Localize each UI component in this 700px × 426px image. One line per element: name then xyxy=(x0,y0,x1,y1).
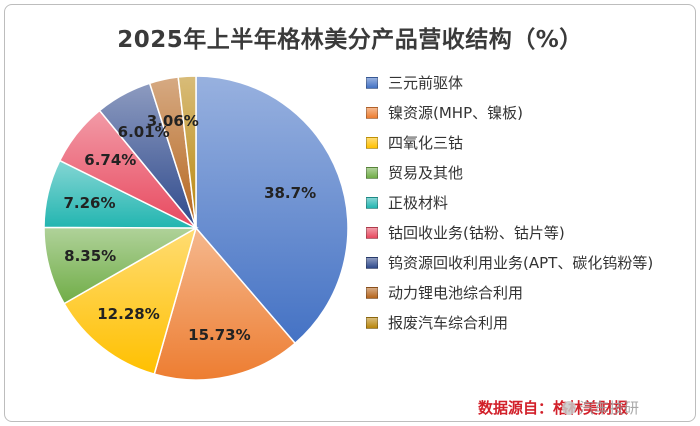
legend-swatch xyxy=(366,287,378,299)
legend-label: 钴回收业务(钴粉、钴片等) xyxy=(388,224,565,242)
legend-label: 四氧化三钴 xyxy=(388,134,464,152)
legend-item-5: 正极材料 xyxy=(366,188,696,218)
data-label-4: 8.35% xyxy=(64,247,116,265)
chart-title: 2025年上半年格林美分产品营收结构（%） xyxy=(117,27,583,53)
legend-item-7: 钨资源回收利用业务(APT、碳化钨粉等) xyxy=(366,248,696,278)
legend-item-6: 钴回收业务(钴粉、钴片等) xyxy=(366,218,696,248)
legend-label: 镍资源(MHP、镍板) xyxy=(388,104,523,122)
legend-swatch xyxy=(366,107,378,119)
data-label-1: 38.7% xyxy=(264,184,316,202)
legend-label: 正极材料 xyxy=(388,194,449,212)
data-label-7: 6.01% xyxy=(118,123,170,141)
legend-item-9: 报废汽车综合利用 xyxy=(366,308,696,338)
watermark-logo-icon xyxy=(562,401,576,415)
data-label-6: 6.74% xyxy=(84,151,136,169)
pie-slice-2 xyxy=(153,226,297,381)
legend-item-4: 贸易及其他 xyxy=(366,158,696,188)
legend-swatch xyxy=(366,227,378,239)
legend-swatch xyxy=(366,257,378,269)
data-label-5: 7.26% xyxy=(63,194,115,212)
legend-label: 报废汽车综合利用 xyxy=(388,314,509,332)
legend-label: 贸易及其他 xyxy=(388,164,464,182)
legend-item-3: 四氧化三钴 xyxy=(366,128,696,158)
legend-swatch xyxy=(366,167,378,179)
pie-slice-1 xyxy=(195,75,349,345)
legend-item-2: 镍资源(MHP、镍板) xyxy=(366,98,696,128)
data-label-8: 3.06% xyxy=(147,112,199,130)
watermark-text: 汽车技研 xyxy=(579,399,640,417)
pie-slice-9 xyxy=(177,75,197,229)
legend: 三元前驱体镍资源(MHP、镍板) 四氧化三钴贸易及其他正极材料钴回收业务(钴粉、钴… xyxy=(366,68,696,338)
pie-slice-3 xyxy=(63,226,198,376)
data-label-2: 15.73% xyxy=(188,326,250,344)
watermark: 汽车技研 xyxy=(562,397,639,418)
legend-item-1: 三元前驱体 xyxy=(366,68,696,98)
legend-item-8: 动力锂电池综合利用 xyxy=(366,278,696,308)
data-label-3: 12.28% xyxy=(97,305,159,323)
legend-label: 动力锂电池综合利用 xyxy=(388,284,524,302)
legend-label: 钨资源回收利用业务(APT、碳化钨粉等) xyxy=(388,254,654,272)
legend-swatch xyxy=(366,197,378,209)
source-note: 数据源自：格林美财报 xyxy=(478,399,629,417)
legend-swatch xyxy=(366,137,378,149)
legend-swatch xyxy=(366,317,378,329)
legend-swatch xyxy=(366,77,378,89)
legend-label: 三元前驱体 xyxy=(388,74,464,92)
